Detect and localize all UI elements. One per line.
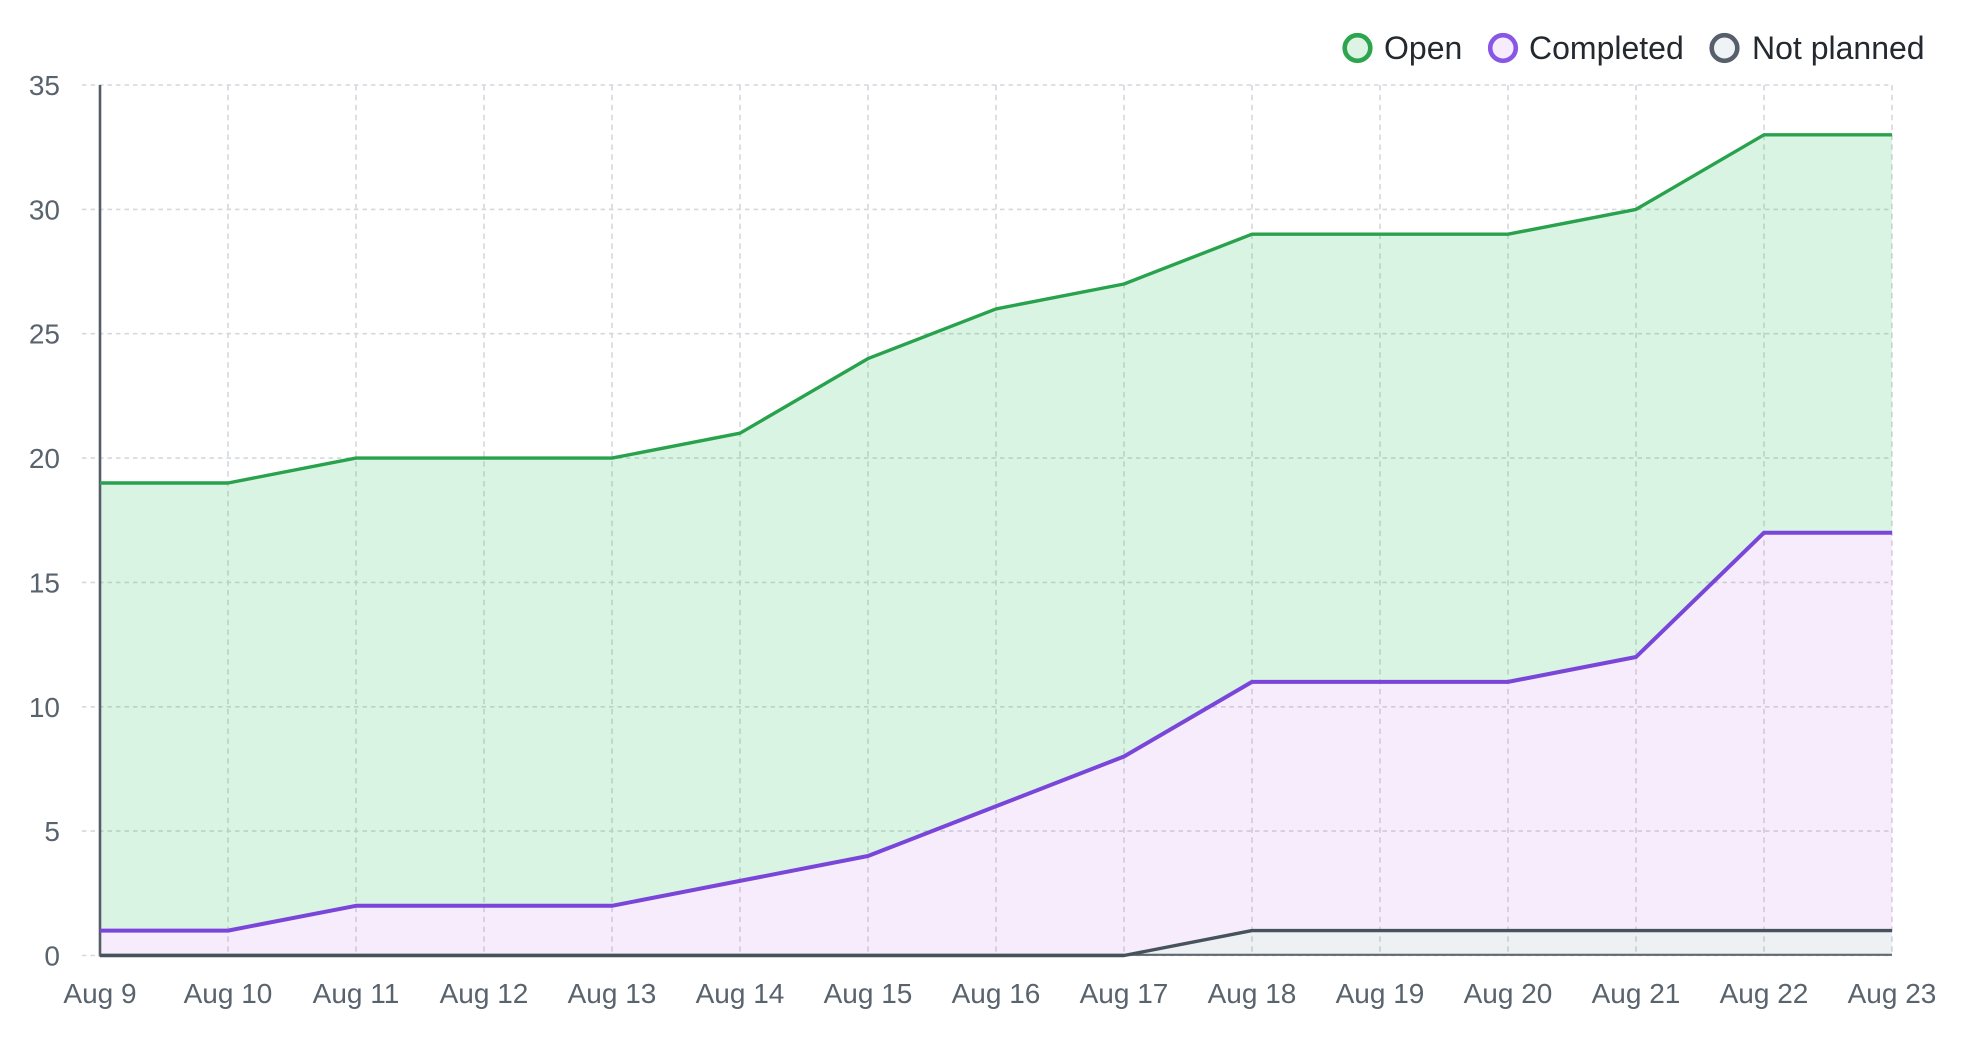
svg-text:20: 20 [29, 443, 60, 474]
svg-text:30: 30 [29, 194, 60, 225]
svg-text:35: 35 [29, 70, 60, 101]
svg-text:Aug 9: Aug 9 [63, 978, 136, 1009]
svg-text:Completed: Completed [1529, 30, 1684, 66]
svg-text:Aug 22: Aug 22 [1720, 978, 1809, 1009]
svg-text:25: 25 [29, 319, 60, 350]
svg-text:Aug 13: Aug 13 [568, 978, 657, 1009]
svg-text:Not planned: Not planned [1752, 30, 1925, 66]
svg-text:5: 5 [44, 816, 60, 847]
svg-text:10: 10 [29, 692, 60, 723]
svg-text:Open: Open [1384, 30, 1462, 66]
svg-text:Aug 12: Aug 12 [440, 978, 529, 1009]
svg-text:0: 0 [44, 941, 60, 972]
svg-text:Aug 23: Aug 23 [1848, 978, 1937, 1009]
svg-text:15: 15 [29, 567, 60, 598]
svg-text:Aug 17: Aug 17 [1080, 978, 1169, 1009]
svg-text:Aug 14: Aug 14 [696, 978, 785, 1009]
svg-text:Aug 18: Aug 18 [1208, 978, 1297, 1009]
svg-text:Aug 11: Aug 11 [313, 978, 400, 1009]
svg-text:Aug 21: Aug 21 [1592, 978, 1681, 1009]
svg-text:Aug 15: Aug 15 [824, 978, 913, 1009]
svg-text:Aug 16: Aug 16 [952, 978, 1041, 1009]
svg-text:Aug 10: Aug 10 [184, 978, 273, 1009]
svg-text:Aug 20: Aug 20 [1464, 978, 1553, 1009]
svg-text:Aug 19: Aug 19 [1336, 978, 1425, 1009]
